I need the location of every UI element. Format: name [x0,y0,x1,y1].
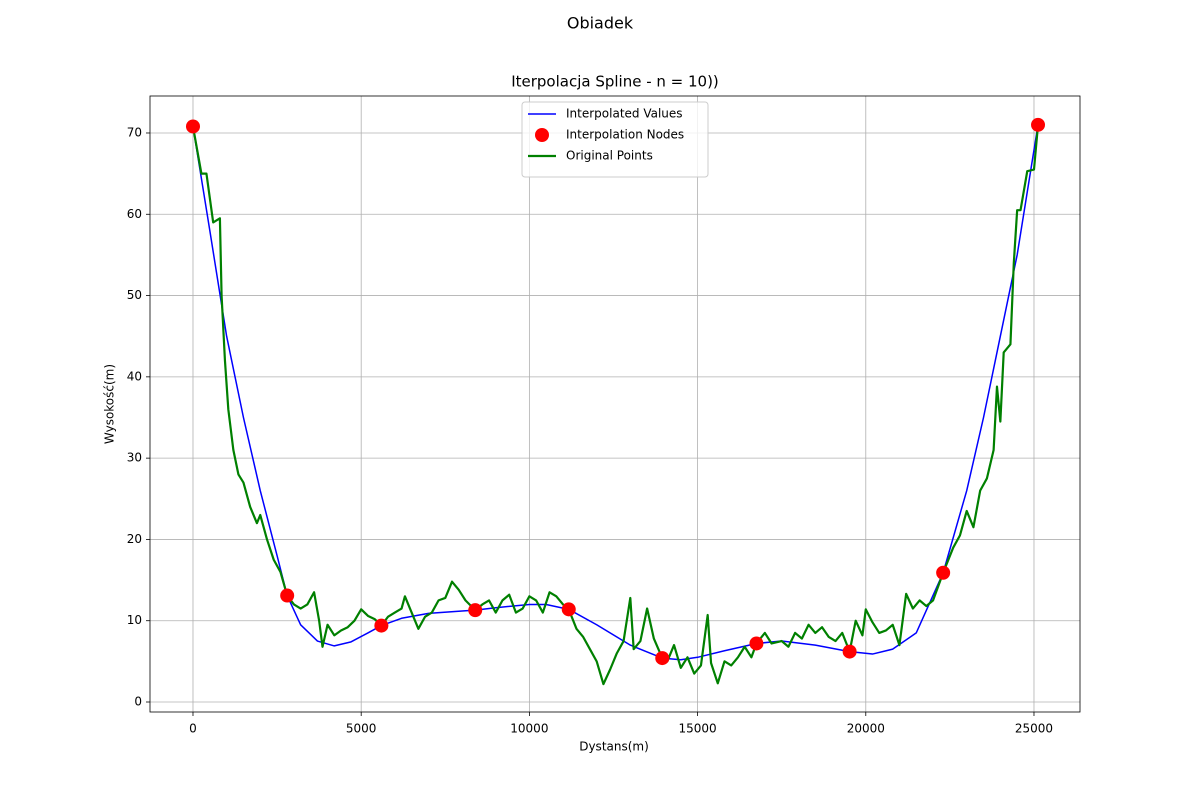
node-point [655,651,670,666]
y-tick-label: 60 [127,207,142,221]
legend-label: Interpolated Values [566,107,683,121]
legend-label: Interpolation Nodes [566,128,684,142]
y-tick-label: 70 [127,125,142,139]
node-point [280,588,295,603]
node-point [749,636,764,651]
node-point [374,618,389,633]
series-line [192,124,1039,661]
y-tick-label: 40 [127,369,142,383]
y-tick-label: 20 [127,532,142,546]
legend-marker [535,128,549,142]
node-point [185,119,200,134]
legend-box [521,101,709,178]
plot-frame [149,95,1081,713]
y-tick-label: 30 [127,451,142,465]
x-tick-label: 25000 [1015,722,1053,736]
x-axis-label: Dystans(m) [579,740,649,754]
legend: Interpolated Values Interpolation Nodes Or… [521,101,709,178]
x-tick-label: 5000 [346,722,377,736]
x-tick-label: 15000 [678,722,716,736]
node-point [1031,117,1046,132]
x-tick-label: 10000 [510,722,548,736]
x-tick-label: 0 [189,722,197,736]
y-tick-label: 50 [127,288,142,302]
y-axis-label: Wysokość(m) [103,364,117,444]
node-point [842,644,857,659]
y-tick-label: 10 [127,613,142,627]
node-point [936,565,951,580]
chart-title: Iterpolacja Spline - n = 10)) [511,73,719,91]
series-line [191,124,1040,686]
node-point [468,603,483,618]
y-tick-label: 0 [134,695,142,709]
suptitle: Obiadek [567,14,634,33]
legend-label: Original Points [566,149,653,163]
x-tick-label: 20000 [847,722,885,736]
node-point [561,602,576,617]
